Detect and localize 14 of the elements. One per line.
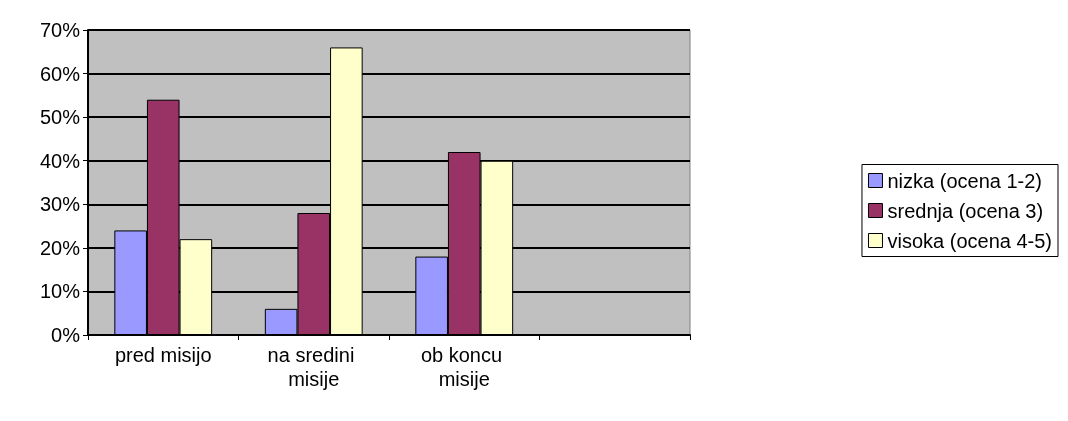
y-tick-label: 50% xyxy=(39,106,81,129)
y-tick-label: 60% xyxy=(39,62,81,85)
x-tick-label: na sredini misije xyxy=(267,344,360,390)
legend-label: visoka (ocena 4-5) xyxy=(887,229,1053,252)
legend-label: srednja (ocena 3) xyxy=(887,199,1044,222)
legend-label: nizka (ocena 1-2) xyxy=(887,169,1043,192)
y-tick-label: 20% xyxy=(39,236,81,259)
x-tick-label: pred misijo xyxy=(114,344,212,366)
y-tick-label: 70% xyxy=(39,19,81,41)
y-tick-label: 10% xyxy=(39,280,81,303)
x-tick-label: ob koncu misije xyxy=(420,344,508,390)
y-tick-label: 0% xyxy=(51,324,81,346)
y-tick-label: 30% xyxy=(39,193,81,216)
y-tick-label: 40% xyxy=(39,149,81,172)
